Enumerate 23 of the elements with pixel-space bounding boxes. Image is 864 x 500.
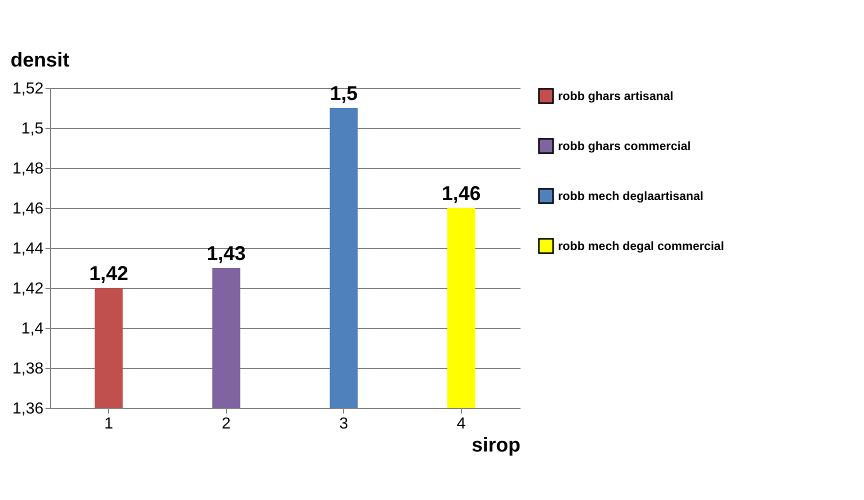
y-tick-label: 1,48	[12, 160, 44, 178]
y-tick-label: 1,38	[12, 360, 44, 378]
data-label: 1,42	[89, 263, 128, 285]
legend-label: robb ghars commercial	[558, 139, 691, 153]
legend-label: robb mech deglaartisanal	[558, 189, 704, 203]
y-tick-label: 1,46	[12, 200, 44, 218]
data-label: 1,46	[442, 183, 481, 205]
legend-label: robb mech degal commercial	[558, 239, 724, 253]
data-label: 1,43	[206, 243, 246, 265]
data-label: 1,5	[330, 83, 358, 105]
legend-label: robb ghars artisanal	[558, 89, 674, 103]
y-axis-title: densit	[10, 50, 70, 72]
y-tick-label: 1,36	[12, 400, 44, 418]
x-tick-label: 1	[104, 416, 114, 432]
x-axis-title: sirop	[472, 434, 520, 456]
y-tick-label: 1,52	[12, 80, 44, 98]
x-tick-label: 3	[339, 416, 348, 432]
x-tick-label: 2	[222, 416, 231, 432]
y-tick-label: 1,4	[21, 320, 44, 338]
y-tick-label: 1,44	[12, 240, 44, 258]
y-tick-label: 1,42	[12, 280, 44, 298]
x-tick-label: 4	[456, 416, 466, 432]
y-tick-label: 1,5	[21, 120, 44, 138]
